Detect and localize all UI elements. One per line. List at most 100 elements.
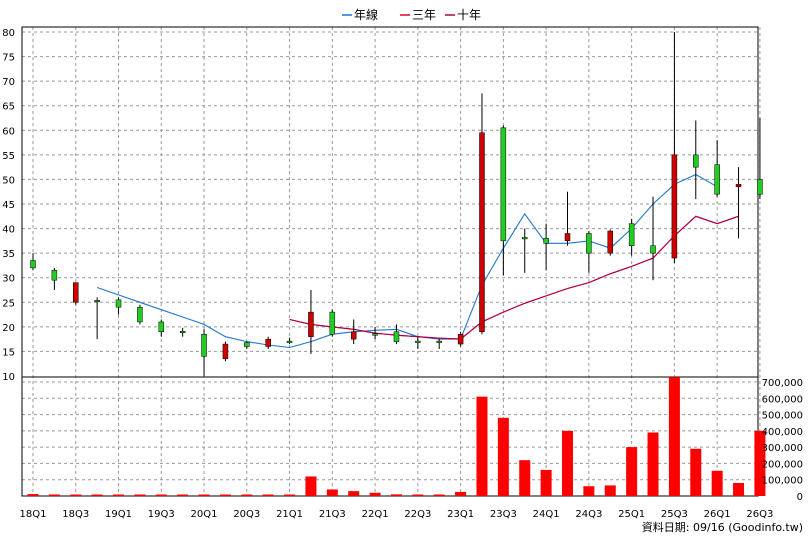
candle-body <box>286 340 293 343</box>
candlestick <box>650 196 656 281</box>
plot-frames <box>21 26 759 497</box>
candlestick <box>51 267 58 290</box>
x-tick-label: 21Q3 <box>319 509 346 520</box>
price-tick-label: 10 <box>2 372 15 383</box>
candlestick <box>436 339 442 349</box>
legend-item: 十年 <box>445 8 481 22</box>
legend-label: 年線 <box>354 7 378 22</box>
volume-tick-label: 100,000 <box>762 476 803 487</box>
volume-bar <box>519 460 531 496</box>
volume-tick-label: 0 <box>797 492 803 503</box>
candlestick <box>564 191 571 246</box>
candle-body <box>415 340 421 343</box>
volume-bars <box>27 377 766 496</box>
volume-bar <box>348 491 360 496</box>
volume-bar <box>583 486 595 496</box>
price-tick-label: 50 <box>2 175 15 186</box>
candlestick <box>30 253 36 271</box>
price-tick-label: 60 <box>2 126 15 137</box>
price-tick-label: 70 <box>2 77 15 88</box>
volume-bar <box>711 470 723 496</box>
price-tick-label: 45 <box>2 200 15 211</box>
volume-bar <box>733 482 745 496</box>
candlestick <box>329 309 336 337</box>
price-tick-label: 65 <box>2 102 15 113</box>
x-tick-label: 22Q3 <box>404 509 431 520</box>
volume-bar <box>433 494 445 496</box>
candlestick <box>714 140 720 197</box>
x-tick-label: 18Q3 <box>62 509 89 520</box>
volume-bar <box>690 448 702 496</box>
footer-source: 資料日期: 09/16 (Goodinfo.tw) <box>642 520 803 534</box>
candlestick <box>137 304 143 325</box>
candle-body <box>73 282 79 303</box>
x-tick-label: 20Q1 <box>191 509 218 520</box>
volume-tick-label: 300,000 <box>762 443 803 454</box>
x-tick-label: 24Q1 <box>533 509 560 520</box>
price-tick-label: 35 <box>2 249 15 260</box>
candlestick <box>479 93 485 335</box>
candlestick <box>543 223 549 271</box>
price-tick-label: 15 <box>2 347 15 358</box>
x-tick-label: 22Q1 <box>362 509 389 520</box>
candlestick <box>757 118 763 200</box>
candlestick <box>735 167 742 239</box>
volume-bar <box>48 494 60 496</box>
volume-bar <box>113 494 125 496</box>
candlestick <box>457 331 464 347</box>
candlestick <box>393 324 400 345</box>
volume-tick-label: 500,000 <box>762 411 803 422</box>
candle-body <box>308 311 314 337</box>
candlestick <box>415 336 421 349</box>
price-tick-label: 30 <box>2 274 15 285</box>
candlestick <box>308 290 314 354</box>
candle-body <box>607 230 614 254</box>
x-tick-label: 26Q1 <box>704 509 731 520</box>
volume-bar <box>604 485 616 496</box>
volume-bar <box>305 476 317 496</box>
candle-body <box>436 340 442 343</box>
volume-bar <box>369 492 381 496</box>
volume-tick-label: 200,000 <box>762 459 803 470</box>
price-tick-label: 55 <box>2 151 15 162</box>
candle-body <box>586 233 592 254</box>
candle-body <box>671 154 678 259</box>
price-tick-label: 20 <box>2 323 15 334</box>
price-axis-ticks: 10 15 20 25 30 35 40 45 50 55 60 65 70 75 80 <box>2 28 15 383</box>
candlesticks <box>30 32 763 376</box>
volume-bar <box>754 430 766 496</box>
x-tick-label: 23Q1 <box>447 509 474 520</box>
candle-body <box>693 154 699 168</box>
candle-body <box>521 237 528 240</box>
candle-body <box>137 306 143 323</box>
legend-item: 年線 <box>342 7 378 22</box>
volume-bar <box>326 489 338 496</box>
candle-body <box>115 299 122 308</box>
candlestick <box>286 337 293 345</box>
x-tick-label: 21Q1 <box>276 509 303 520</box>
x-tick-label: 25Q3 <box>661 509 688 520</box>
volume-bar <box>27 494 39 496</box>
legend-label: 三年 <box>412 8 436 22</box>
volume-bar <box>284 494 296 496</box>
candle-body <box>350 331 357 340</box>
candle-body <box>393 331 400 342</box>
candle-body <box>179 331 186 334</box>
volume-bar <box>70 494 82 496</box>
candle-body <box>30 260 36 269</box>
candlestick <box>693 120 699 200</box>
moving-average-lines <box>96 173 739 349</box>
candle-body <box>564 233 571 242</box>
price-tick-label: 80 <box>2 28 15 39</box>
volume-bar <box>390 494 402 496</box>
volume-tick-label: 700,000 <box>762 378 803 389</box>
candle-body <box>735 184 742 188</box>
volume-bar <box>497 417 509 496</box>
candlestick <box>94 297 100 340</box>
volume-bar <box>262 494 274 496</box>
candlestick <box>500 125 507 276</box>
candlestick <box>222 341 229 362</box>
volume-tick-label: 600,000 <box>762 394 803 405</box>
volume-bar <box>198 494 210 496</box>
